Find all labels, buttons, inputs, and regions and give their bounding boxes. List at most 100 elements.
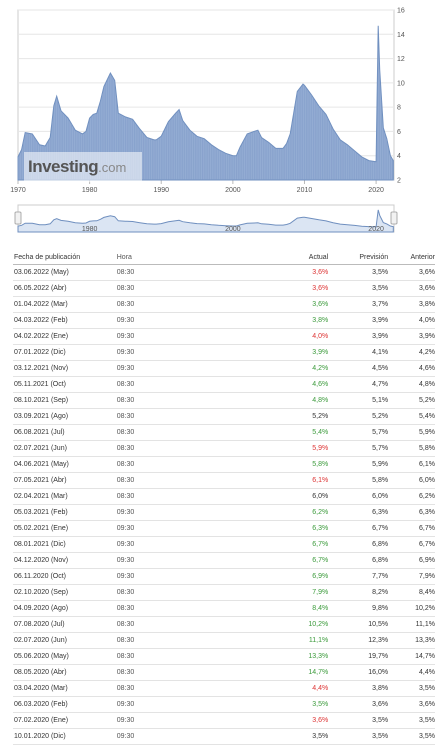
actual-cell: 4,0%: [312, 333, 329, 340]
actual-cell: 6,7%: [312, 557, 329, 564]
actual-cell: 7,9%: [312, 589, 329, 596]
y-tick-label: 8: [397, 105, 401, 112]
forecast-cell: 5,7%: [372, 445, 389, 452]
table-row: 06.11.2020 (Oct) 09:30 6,9% 7,7% 7,9%: [13, 569, 435, 585]
date-cell: 04.09.2020 (Ago): [14, 605, 69, 612]
table-row: 02.10.2020 (Sep) 08:30 7,9% 8,2% 8,4%: [13, 585, 435, 601]
actual-cell: 8,4%: [312, 605, 329, 612]
previous-cell: 4,4%: [419, 669, 435, 676]
forecast-cell: 5,8%: [372, 477, 389, 484]
navigator-left-handle[interactable]: [14, 211, 22, 225]
x-tick-label: 1980: [82, 187, 98, 194]
forecast-cell: 3,7%: [372, 301, 389, 308]
previous-cell: 6,7%: [419, 525, 435, 532]
actual-cell: 10,2%: [308, 621, 329, 628]
time-cell: 09:30: [116, 317, 135, 324]
y-tick-label: 14: [397, 32, 405, 39]
forecast-cell: 6,0%: [372, 493, 389, 500]
actual-cell: 4,8%: [312, 397, 329, 404]
actual-cell: 3,5%: [312, 701, 329, 708]
previous-cell: 7,9%: [419, 573, 435, 580]
previous-cell: 3,6%: [419, 701, 435, 708]
previous-cell: 5,4%: [419, 413, 435, 420]
forecast-cell: 3,8%: [372, 685, 389, 692]
time-cell: 09:30: [116, 349, 135, 356]
time-cell: 09:30: [116, 557, 135, 564]
table-row: 03.09.2021 (Ago) 08:30 5,2% 5,2% 5,4%: [13, 409, 435, 425]
date-cell: 07.02.2020 (Ene): [14, 717, 69, 724]
actual-cell: 6,3%: [312, 525, 329, 532]
date-cell: 07.05.2021 (Abr): [14, 477, 67, 484]
actual-cell: 13,3%: [308, 653, 329, 660]
actual-cell: 4,6%: [312, 381, 329, 388]
table-row: 08.05.2020 (Abr) 08:30 14,7% 16,0% 4,4%: [13, 665, 435, 681]
table-row: 10.01.2020 (Dic) 09:30 3,5% 3,5% 3,5%: [13, 729, 435, 745]
header-time[interactable]: Hora: [116, 253, 132, 261]
previous-cell: 6,3%: [419, 509, 435, 516]
previous-cell: 3,5%: [419, 685, 435, 692]
chart-area: 2 4 6 8 10 12 14 16 1970 1980 1990 2000 2010 2020 1980…: [0, 0, 448, 240]
actual-cell: 6,7%: [312, 541, 329, 548]
table-row: 04.12.2020 (Nov) 09:30 6,7% 6,8% 6,9%: [13, 553, 435, 569]
previous-cell: 13,3%: [415, 637, 435, 644]
forecast-cell: 6,8%: [372, 557, 389, 564]
x-tick-label: 2020: [368, 187, 384, 194]
table-row: 02.07.2020 (Jun) 08:30 11,1% 12,3% 13,3%: [13, 633, 435, 649]
navigator-right-handle[interactable]: [390, 211, 398, 225]
actual-cell: 11,1%: [308, 637, 329, 644]
previous-cell: 4,8%: [419, 381, 435, 388]
forecast-cell: 12,3%: [368, 637, 389, 644]
forecast-cell: 5,9%: [372, 461, 389, 468]
actual-cell: 5,8%: [312, 461, 329, 468]
time-cell: 08:30: [116, 461, 135, 468]
actual-cell: 3,8%: [312, 317, 329, 324]
previous-cell: 3,6%: [419, 285, 435, 292]
time-cell: 09:30: [116, 365, 135, 372]
table-row: 07.02.2020 (Ene) 09:30 3,6% 3,5% 3,5%: [13, 713, 435, 729]
table-row: 06.05.2022 (Abr) 08:30 3,6% 3,5% 3,6%: [13, 281, 435, 297]
actual-cell: 6,9%: [312, 573, 329, 580]
y-tick-label: 12: [397, 56, 405, 63]
time-cell: 08:30: [116, 685, 135, 692]
table-row: 06.08.2021 (Jul) 08:30 5,4% 5,7% 5,9%: [13, 425, 435, 441]
time-cell: 08:30: [116, 605, 135, 612]
forecast-cell: 8,2%: [372, 589, 389, 596]
previous-cell: 3,6%: [419, 269, 435, 276]
unemployment-chart: 2 4 6 8 10 12 14 16 1970 1980 1990 2000 2010 2020 1980…: [10, 8, 405, 234]
header-actual[interactable]: Actual: [308, 253, 329, 261]
table-row: 04.09.2020 (Ago) 08:30 8,4% 9,8% 10,2%: [13, 601, 435, 617]
actual-cell: 3,9%: [312, 349, 329, 356]
actual-cell: 5,4%: [312, 429, 329, 436]
time-cell: 08:30: [116, 285, 135, 292]
header-forecast[interactable]: Previsión: [359, 253, 389, 261]
header-date[interactable]: Fecha de publicación: [14, 253, 81, 261]
actual-cell: 3,6%: [312, 717, 329, 724]
time-cell: 09:30: [116, 717, 135, 724]
actual-cell: 3,6%: [312, 285, 329, 292]
actual-cell: 4,4%: [312, 685, 329, 692]
time-cell: 08:30: [116, 381, 135, 388]
date-cell: 04.06.2021 (May): [14, 461, 69, 468]
table-row: 05.03.2021 (Feb) 09:30 6,2% 6,3% 6,3%: [13, 505, 435, 521]
table-row: 03.06.2022 (May) 08:30 3,6% 3,5% 3,6%: [13, 265, 435, 281]
forecast-cell: 3,9%: [372, 333, 389, 340]
forecast-cell: 6,8%: [372, 541, 389, 548]
y-tick-label: 4: [397, 153, 401, 160]
forecast-cell: 3,5%: [372, 285, 389, 292]
actual-cell: 5,2%: [312, 413, 329, 420]
x-tick-label: 1990: [153, 187, 169, 194]
table-row: 03.12.2021 (Nov) 09:30 4,2% 4,5% 4,6%: [13, 361, 435, 377]
y-tick-label: 6: [397, 129, 401, 136]
table-row: 04.06.2021 (May) 08:30 5,8% 5,9% 6,1%: [13, 457, 435, 473]
header-previous[interactable]: Anterior: [410, 253, 435, 261]
previous-cell: 4,0%: [419, 317, 435, 324]
table-row: 01.04.2022 (Mar) 08:30 3,6% 3,7% 3,8%: [13, 297, 435, 313]
table-row: 04.02.2022 (Ene) 09:30 4,0% 3,9% 3,9%: [13, 329, 435, 345]
table-header: Fecha de publicación Hora Actual Previsi…: [13, 250, 435, 265]
time-cell: 09:30: [116, 509, 135, 516]
time-cell: 08:30: [116, 637, 135, 644]
forecast-cell: 6,7%: [372, 525, 389, 532]
table-row: 05.06.2020 (May) 08:30 13,3% 19,7% 14,7%: [13, 649, 435, 665]
time-cell: 08:30: [116, 477, 135, 484]
date-cell: 01.04.2022 (Mar): [14, 301, 68, 308]
